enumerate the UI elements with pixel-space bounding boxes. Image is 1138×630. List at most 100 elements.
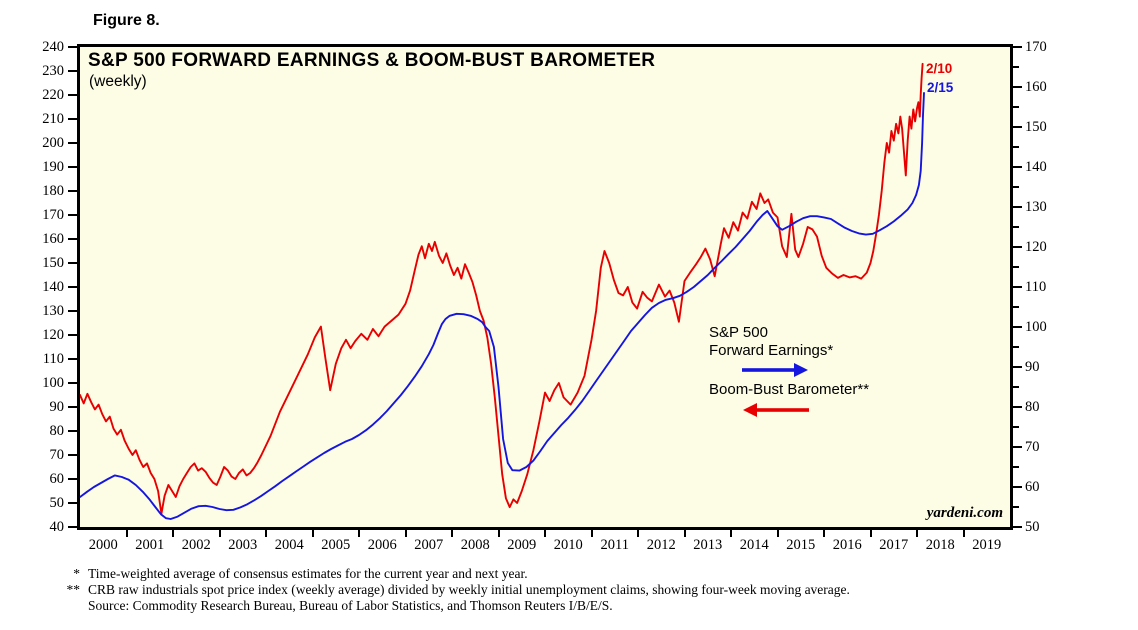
left-axis-tick — [68, 382, 77, 384]
x-axis-tick — [265, 530, 267, 537]
right-axis-minor-tick — [1013, 146, 1019, 148]
left-arrow-icon — [743, 403, 809, 417]
right-axis-minor-tick — [1013, 506, 1019, 508]
annotation-forward-earnings-line2: Forward Earnings* — [709, 342, 834, 359]
left-axis-tick — [68, 70, 77, 72]
x-axis-year-label: 2010 — [553, 537, 583, 553]
left-axis-tick — [68, 406, 77, 408]
left-axis-tick — [68, 238, 77, 240]
right-axis-tick — [1013, 246, 1022, 248]
left-axis-tick-label: 180 — [42, 183, 64, 199]
right-axis-tick — [1013, 166, 1022, 168]
left-axis-tick — [68, 46, 77, 48]
annotation-forward-earnings-line1: S&P 500 — [709, 324, 768, 341]
x-axis-year-label: 2013 — [693, 537, 723, 553]
x-axis-year-label: 2006 — [367, 537, 397, 553]
right-axis-minor-tick — [1013, 386, 1019, 388]
left-axis-tick-label: 40 — [49, 519, 65, 535]
right-axis-tick-label: 150 — [1025, 119, 1047, 135]
left-axis-tick — [68, 166, 77, 168]
x-axis-tick — [404, 530, 407, 537]
left-axis-tick — [68, 142, 77, 144]
right-axis-tick-label: 100 — [1025, 319, 1047, 335]
right-axis-tick-label: 120 — [1025, 239, 1047, 255]
annotation-boom-bust: Boom-Bust Barometer** — [709, 381, 870, 398]
x-axis-tick — [311, 530, 314, 537]
annotation-forward-earnings: S&P 500 Forward Earnings* — [709, 324, 833, 360]
left-axis-tick — [68, 286, 77, 288]
x-axis-tick — [637, 530, 639, 537]
right-axis-minor-tick — [1013, 186, 1019, 188]
right-axis-tick — [1013, 126, 1022, 128]
left-axis-tick-label: 220 — [42, 87, 64, 103]
right-axis-tick — [1013, 206, 1022, 208]
left-axis-tick-label: 230 — [42, 63, 64, 79]
series-line-boom-bust-barometer — [80, 62, 924, 515]
right-axis-tick-label: 160 — [1025, 79, 1047, 95]
series-line-forward-earnings — [80, 92, 925, 520]
right-axis-tick — [1013, 526, 1022, 528]
right-axis-tick-label: 50 — [1025, 519, 1040, 535]
left-axis-tick-label: 140 — [42, 279, 64, 295]
right-axis-tick-label: 140 — [1025, 159, 1047, 175]
left-axis-tick-label: 90 — [49, 399, 65, 415]
left-axis-tick — [68, 478, 77, 480]
left-axis-tick — [68, 358, 77, 360]
x-axis-tick — [730, 530, 732, 537]
left-axis-tick-label: 200 — [42, 135, 64, 151]
right-axis-tick-label: 110 — [1025, 279, 1047, 295]
chart-subtitle: (weekly) — [89, 73, 147, 90]
right-axis-minor-tick — [1013, 306, 1019, 308]
left-axis-tick-label: 150 — [42, 255, 64, 271]
right-axis-tick-label: 170 — [1025, 39, 1047, 55]
left-axis-tick — [68, 190, 77, 192]
x-axis-tick — [823, 530, 825, 537]
left-axis-tick — [68, 454, 77, 456]
right-axis-tick-label: 60 — [1025, 479, 1040, 495]
x-axis-tick — [358, 530, 360, 537]
right-axis-minor-tick — [1013, 346, 1019, 348]
x-axis-year-label: 2015 — [786, 537, 816, 553]
x-axis-tick — [590, 530, 593, 537]
x-axis-year-label: 2012 — [646, 537, 676, 553]
x-axis-year-label: 2011 — [600, 537, 629, 553]
left-axis-tick-label: 70 — [49, 447, 65, 463]
figure-label: Figure 8. — [93, 12, 160, 29]
footnote-2-marker: ** — [66, 582, 81, 597]
watermark-yardeni: yardeni.com — [926, 505, 1003, 521]
footnote-2-text: CRB raw industrials spot price index (we… — [88, 582, 850, 597]
left-axis-tick-label: 130 — [42, 303, 64, 319]
x-axis-year-label: 2003 — [228, 537, 258, 553]
x-axis-tick — [451, 530, 453, 537]
left-axis-tick — [68, 334, 77, 336]
x-axis-year-label: 2008 — [460, 537, 490, 553]
chart-title: S&P 500 FORWARD EARNINGS & BOOM-BUST BAR… — [88, 50, 656, 71]
chart-plot-area — [77, 44, 1013, 530]
left-axis-tick — [68, 262, 77, 264]
x-axis-tick — [962, 530, 965, 537]
right-axis-tick — [1013, 486, 1022, 488]
left-axis-tick-label: 240 — [42, 39, 64, 55]
right-axis-minor-tick — [1013, 106, 1019, 108]
right-axis-tick — [1013, 406, 1022, 408]
chart-canvas — [80, 62, 925, 520]
left-axis-tick — [68, 94, 77, 96]
left-axis-tick-label: 170 — [42, 207, 64, 223]
left-axis-tick-label: 110 — [42, 351, 64, 367]
x-axis-year-label: 2017 — [879, 537, 909, 553]
x-axis-tick — [125, 530, 128, 537]
right-axis-tick-label: 130 — [1025, 199, 1047, 215]
left-axis-tick — [68, 430, 77, 432]
x-axis-tick — [776, 530, 779, 537]
right-axis-minor-tick — [1013, 226, 1019, 228]
left-axis-tick-label: 160 — [42, 231, 64, 247]
x-axis-year-label: 2002 — [181, 537, 211, 553]
right-axis-tick — [1013, 366, 1022, 368]
left-axis-tick-label: 190 — [42, 159, 64, 175]
right-axis-tick-label: 80 — [1025, 399, 1040, 415]
left-axis-tick — [68, 214, 77, 216]
right-arrow-icon — [742, 363, 808, 377]
left-axis-tick-label: 60 — [49, 471, 65, 487]
right-axis-minor-tick — [1013, 426, 1019, 428]
right-axis-tick — [1013, 46, 1022, 48]
